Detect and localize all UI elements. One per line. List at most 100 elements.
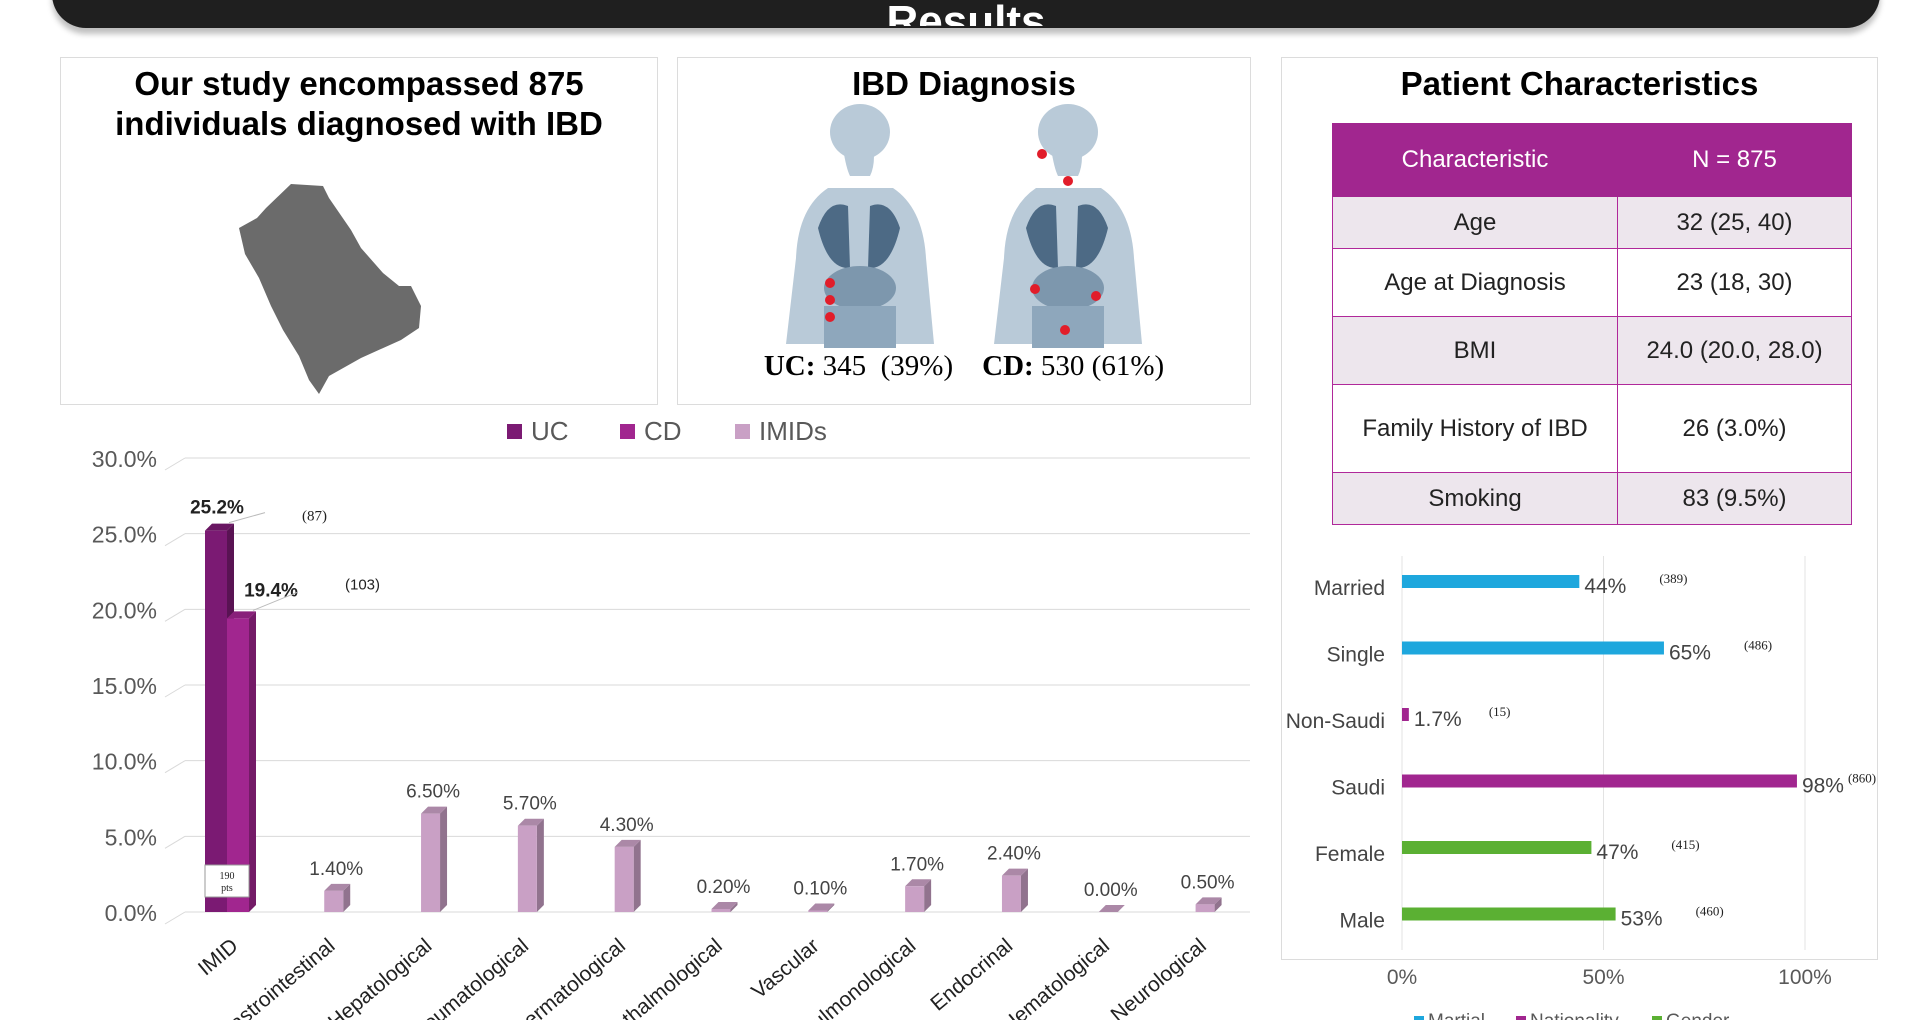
table-cell: Family History of IBD [1332,384,1618,473]
gridline-depth [164,457,186,471]
bar-imid [1001,868,1028,912]
bar-imid [905,879,932,912]
patient-characteristics-panel: Patient Characteristics Characteristic N… [1281,57,1878,960]
data-label: 0.50% [1181,872,1235,893]
y-tick-label: Saudi [1331,777,1385,800]
gridline-depth [164,684,186,698]
table-row: Smoking 83 (9.5%) [1332,472,1852,525]
bar-nationality [1402,774,1797,788]
legend-swatch [507,424,522,439]
uc-value: 345 (39%) [822,350,954,382]
x-tick-label: 100% [1778,966,1832,989]
data-label: 98% [1802,775,1844,798]
gridline-depth [164,533,186,547]
patient-characteristics-title: Patient Characteristics [1400,65,1759,102]
data-label: 5.70% [503,794,557,815]
legend-swatch [735,424,750,439]
uc-body-icon [786,104,934,348]
data-label: 25.2% [190,498,244,519]
bar-imid [808,903,835,912]
bar-nationality [1402,708,1409,721]
legend-swatch [620,424,635,439]
data-label: 1.70% [890,854,944,875]
y-tick-label: 10.0% [92,749,157,775]
y-tick-label: 25.0% [92,522,157,548]
table-cell: 32 (25, 40) [1617,196,1852,249]
patients-box-unit: pts [221,883,233,894]
legend-label: Gender [1666,1011,1730,1020]
data-label: 4.30% [600,815,654,836]
data-label: 47% [1596,841,1638,864]
y-tick-label: Married [1314,577,1385,600]
data-label: 65% [1669,642,1711,665]
y-tick-label: 0.0% [105,900,157,926]
leader-line [228,512,266,524]
legend-label: UC [531,416,569,446]
data-label: 1.40% [309,859,363,880]
y-tick-label: Female [1315,843,1385,866]
data-label: 1.7% [1414,708,1462,731]
count-label: (103) [345,576,380,593]
y-tick-label: 20.0% [92,597,157,623]
diagnosis-panel: IBD Diagnosis UC: 345 (39%) CD: [677,57,1251,405]
results-banner: Results [52,0,1880,28]
bar-martial [1402,575,1580,588]
bar-imid [1195,897,1222,912]
table-header-characteristic: Characteristic [1332,123,1618,197]
gridline-depth [164,911,186,925]
data-label: 0.00% [1084,880,1138,901]
count-label: (87) [302,509,327,525]
data-label: 0.20% [697,877,751,898]
uc-label: UC: [763,350,816,382]
count-label: (460) [1696,904,1724,919]
y-tick-label: 5.0% [105,824,157,850]
diagnosis-caption: UC: 345 (39%) CD: 530 (61%) [678,350,1250,383]
legend-swatch [1652,1016,1662,1020]
patients-box [204,864,250,898]
y-tick-label: Male [1339,910,1385,933]
count-label: (15) [1489,704,1511,719]
table-row: Age 32 (25, 40) [1332,196,1852,249]
table-cell: 26 (3.0%) [1617,384,1852,473]
cd-label: CD: [982,350,1034,382]
x-tick-label: 50% [1582,966,1624,989]
y-tick-label: 15.0% [92,673,157,699]
count-label: (860) [1848,771,1876,786]
bar-imid [1098,905,1125,912]
table-cell: 23 (18, 30) [1617,248,1852,317]
legend-swatch [1516,1016,1526,1020]
table-header-n: N = 875 [1617,123,1852,197]
bar-gender [1402,907,1616,921]
bar-imid [517,818,544,912]
legend-label: IMIDs [759,416,827,446]
legend-label: CD [644,416,682,446]
leader-line [252,591,298,611]
table-row: Family History of IBD 26 (3.0%) [1332,384,1852,473]
gridline-depth [164,608,186,622]
bar-martial [1402,641,1664,655]
diagnosis-figure [786,104,1142,348]
study-panel: Our study encompassed 875 individuals di… [60,57,658,405]
data-label: 0.10% [793,878,847,899]
data-label: 19.4% [244,580,298,601]
cd-body-icon [994,104,1142,348]
count-label: (415) [1671,837,1699,852]
patients-box-count: 190 [220,871,235,882]
study-title-line1: Our study encompassed 875 [134,65,584,102]
bar-imid [614,839,641,912]
table-cell: 24.0 (20.0, 28.0) [1617,316,1852,385]
patient-characteristics-table: Characteristic N = 875 Age 32 (25, 40) A… [1332,123,1852,525]
count-label: (389) [1659,571,1687,586]
bar-imid [421,806,448,912]
legend-label: Martial [1428,1011,1485,1020]
saudi-arabia-map-icon [239,184,421,394]
x-tick-label: 0% [1387,966,1417,989]
table-row: Age at Diagnosis 23 (18, 30) [1332,248,1852,317]
legend-swatch [1414,1016,1424,1020]
bar-gender [1402,841,1592,854]
data-label: 2.40% [987,844,1041,865]
y-tick-label: Single [1327,644,1385,667]
table-cell: Smoking [1332,472,1618,525]
